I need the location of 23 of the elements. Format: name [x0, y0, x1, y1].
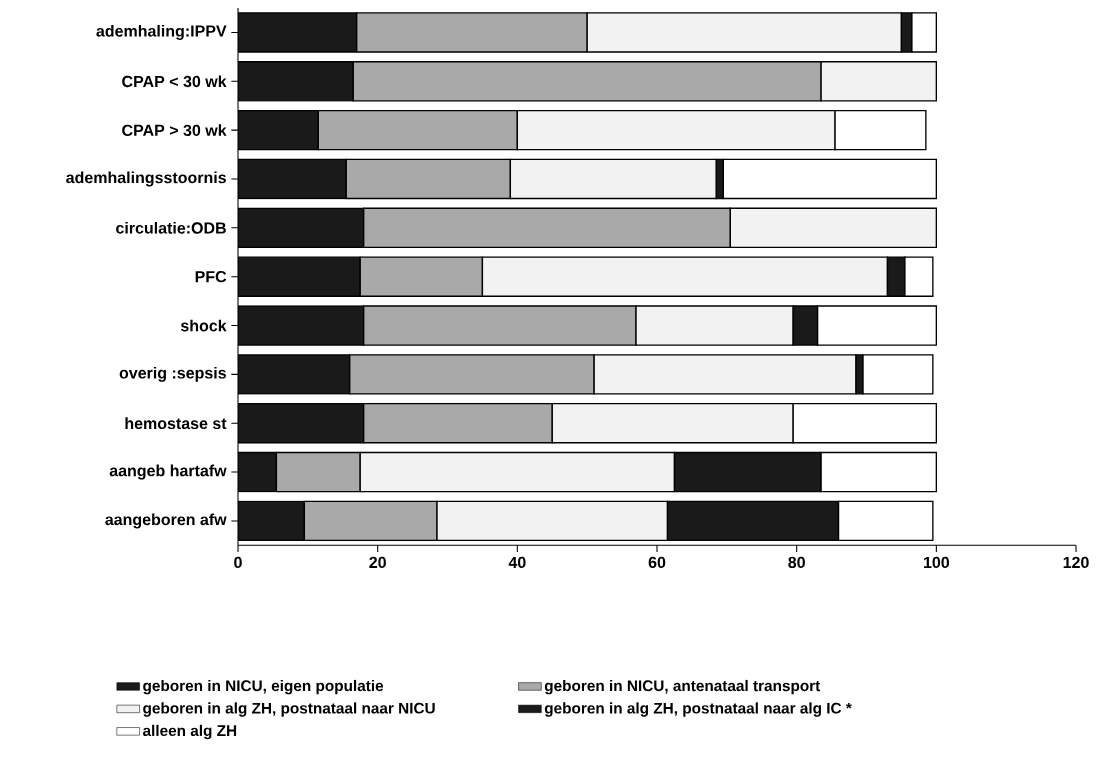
y-tick-label: aangeboren afw [105, 513, 227, 529]
x-tick-label: 40 [508, 556, 526, 569]
x-tick-label: 80 [788, 556, 805, 569]
x-tick-label: 120 [1063, 556, 1089, 569]
y-tick-label: aangeb hartafw [109, 464, 227, 480]
legend-label: alleen alg ZH [142, 724, 237, 740]
legend-label: geboren in alg ZH, postnataal naar NICU [143, 702, 435, 717]
x-tick-label: 0 [234, 556, 242, 569]
y-tick-label: CPAP < 30 wk [122, 75, 227, 88]
y-tick-label: ademhaling:IPPV [96, 24, 227, 40]
y-tick-label: circulatie:ODB [116, 221, 226, 234]
y-tick-label: shock [180, 319, 227, 332]
x-tick-label: 60 [648, 556, 666, 569]
legend-label: geboren in NICU, eigen populatie [143, 679, 384, 695]
y-tick-label: overig :sepsis [119, 366, 226, 382]
legend-label: geboren in alg ZH, postnataal naar alg IC * [544, 702, 852, 717]
y-tick-label: hemostase st [125, 417, 227, 430]
y-tick-label: CPAP > 30 wk [122, 124, 227, 137]
y-tick-label: ademhalingsstoornis [66, 171, 226, 187]
y-tick-label: PFC [195, 271, 227, 283]
x-tick-label: 100 [924, 556, 950, 569]
legend-label: geboren in NICU, antenataal transport [544, 679, 821, 695]
x-tick-label: 20 [369, 556, 386, 569]
